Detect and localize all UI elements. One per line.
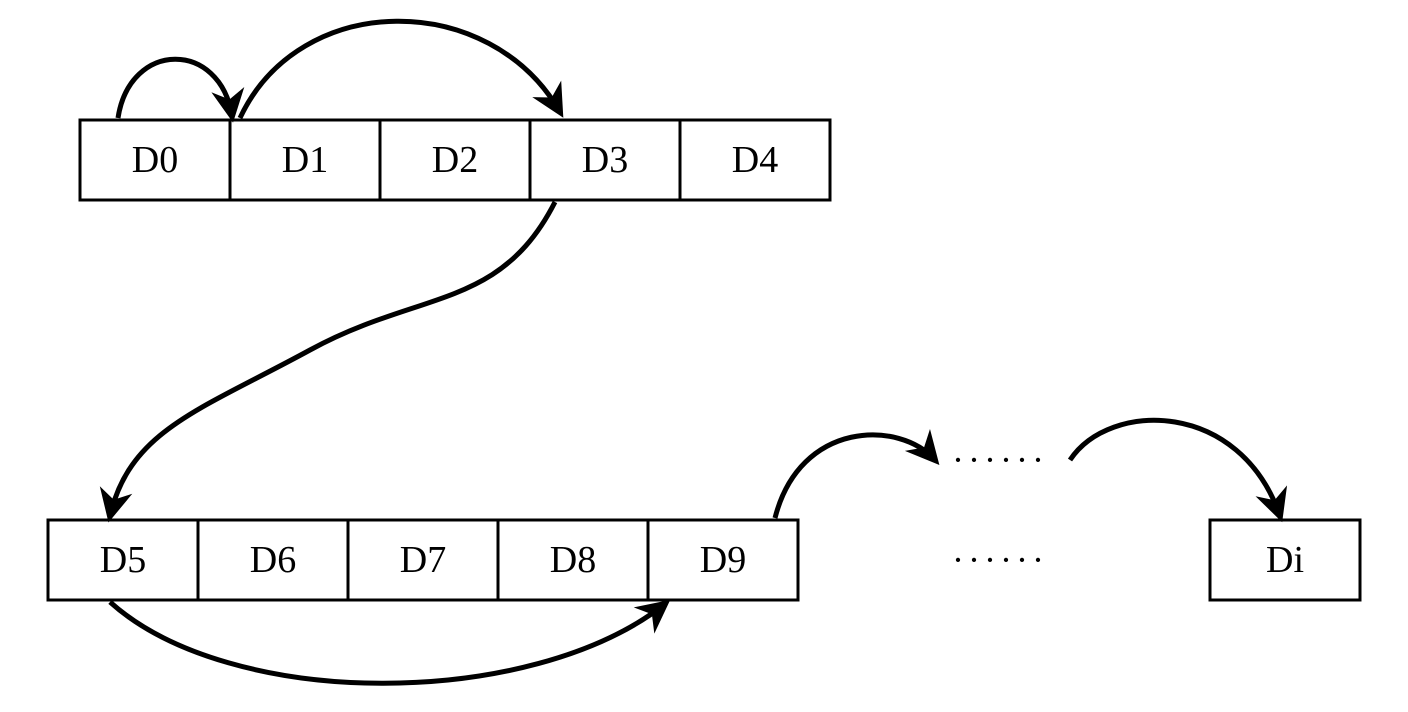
node-D3: D3 bbox=[530, 120, 680, 200]
edge-d9-dots bbox=[775, 435, 935, 518]
node-D4: D4 bbox=[680, 120, 830, 200]
node-label: D0 bbox=[132, 139, 178, 181]
node-D7: D7 bbox=[348, 520, 498, 600]
node-D5: D5 bbox=[48, 520, 198, 600]
node-label: D9 bbox=[700, 539, 746, 581]
edge-d3-d5 bbox=[110, 202, 555, 516]
node-label: D5 bbox=[100, 539, 146, 581]
node-label: D8 bbox=[550, 539, 596, 581]
node-label: D1 bbox=[282, 139, 328, 181]
diagram-canvas: D0 D1 D2 D3 D4 D5 D6 D7 D8 D9 Di ······ … bbox=[0, 0, 1408, 712]
node-D8: D8 bbox=[498, 520, 648, 600]
ellipsis-top: ······ bbox=[952, 440, 1048, 480]
node-label: Di bbox=[1266, 539, 1304, 581]
node-label: D6 bbox=[250, 539, 296, 581]
node-D0: D0 bbox=[80, 120, 230, 200]
node-label: D2 bbox=[432, 139, 478, 181]
node-D9: D9 bbox=[648, 520, 798, 600]
node-Di: Di bbox=[1210, 520, 1360, 600]
ellipsis-mid: ······ bbox=[952, 540, 1048, 580]
edge-d0-d1 bbox=[118, 59, 232, 118]
edge-d5-d9 bbox=[110, 602, 665, 683]
node-label: D3 bbox=[582, 139, 628, 181]
node-D2: D2 bbox=[380, 120, 530, 200]
node-label: D7 bbox=[400, 539, 446, 581]
node-D1: D1 bbox=[230, 120, 380, 200]
node-D6: D6 bbox=[198, 520, 348, 600]
edge-dots-di bbox=[1070, 420, 1280, 516]
edge-d1-d3 bbox=[240, 21, 560, 118]
node-label: D4 bbox=[732, 139, 778, 181]
